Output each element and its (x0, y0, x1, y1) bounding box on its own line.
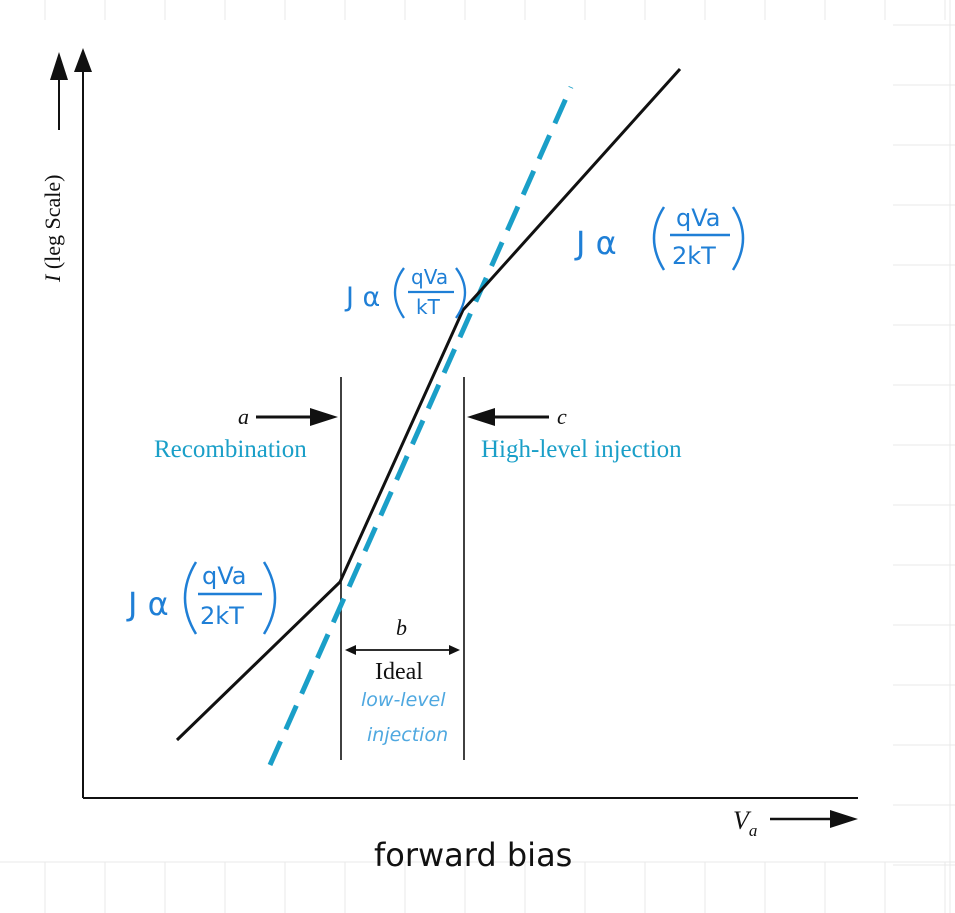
low-level-injection-line2: injection (367, 724, 448, 746)
eq-middle-paren-left (393, 267, 405, 319)
iv-curve (175, 67, 682, 742)
eq-lower-left-den: 2kT (200, 602, 244, 630)
region-b-name: Ideal (375, 659, 423, 685)
region-a-name: Recombination (154, 436, 307, 463)
x-axis-label-subscript: a (749, 821, 758, 840)
eq-middle-num: qVa (411, 265, 448, 289)
y-label-arrowhead (50, 52, 68, 80)
region-c-name: High-level injection (481, 436, 682, 463)
x-axis-label-symbol: V (733, 806, 752, 835)
eq-upper-right-paren-left (652, 206, 666, 271)
y-axis-label-text: (leg Scale) (40, 175, 65, 275)
forward-bias-note: forward bias (374, 836, 572, 874)
eq-upper-right-num: qVa (676, 204, 721, 232)
region-b-letter: b (396, 615, 407, 640)
region-c-letter: c (557, 404, 567, 429)
equation-lower-left: J α qVa 2kT (126, 561, 277, 635)
region-c-arrowhead (467, 408, 495, 426)
low-level-injection-line1: low-level (361, 689, 446, 711)
equation-upper-right: J α qVa 2kT (574, 204, 745, 271)
x-label-arrowhead (830, 810, 858, 828)
x-axis-label: Va (733, 806, 757, 840)
eq-middle-lhs: J α (344, 282, 380, 313)
equation-middle: J α qVa kT (344, 265, 467, 319)
eq-upper-right-paren-right (731, 206, 745, 271)
ideal-dashed-line (267, 85, 574, 767)
eq-lower-left-lhs: J α (126, 585, 169, 623)
eq-upper-right-lhs: J α (574, 224, 617, 262)
region-a-arrowhead (310, 408, 338, 426)
eq-lower-left-num: qVa (202, 562, 247, 590)
eq-middle-den: kT (416, 295, 441, 319)
y-axis-label: I (leg Scale) (40, 175, 65, 284)
region-b-arrowhead-right (449, 645, 460, 655)
axes (50, 48, 858, 828)
region-b-arrowhead-left (345, 645, 356, 655)
eq-upper-right-den: 2kT (672, 242, 716, 270)
eq-lower-left-paren-right (262, 561, 277, 635)
region-a-letter: a (238, 404, 249, 429)
y-axis-label-symbol: I (40, 273, 65, 283)
eq-lower-left-paren-left (183, 561, 198, 635)
eq-middle-paren-right (455, 267, 467, 319)
y-axis-arrowhead (74, 48, 92, 72)
